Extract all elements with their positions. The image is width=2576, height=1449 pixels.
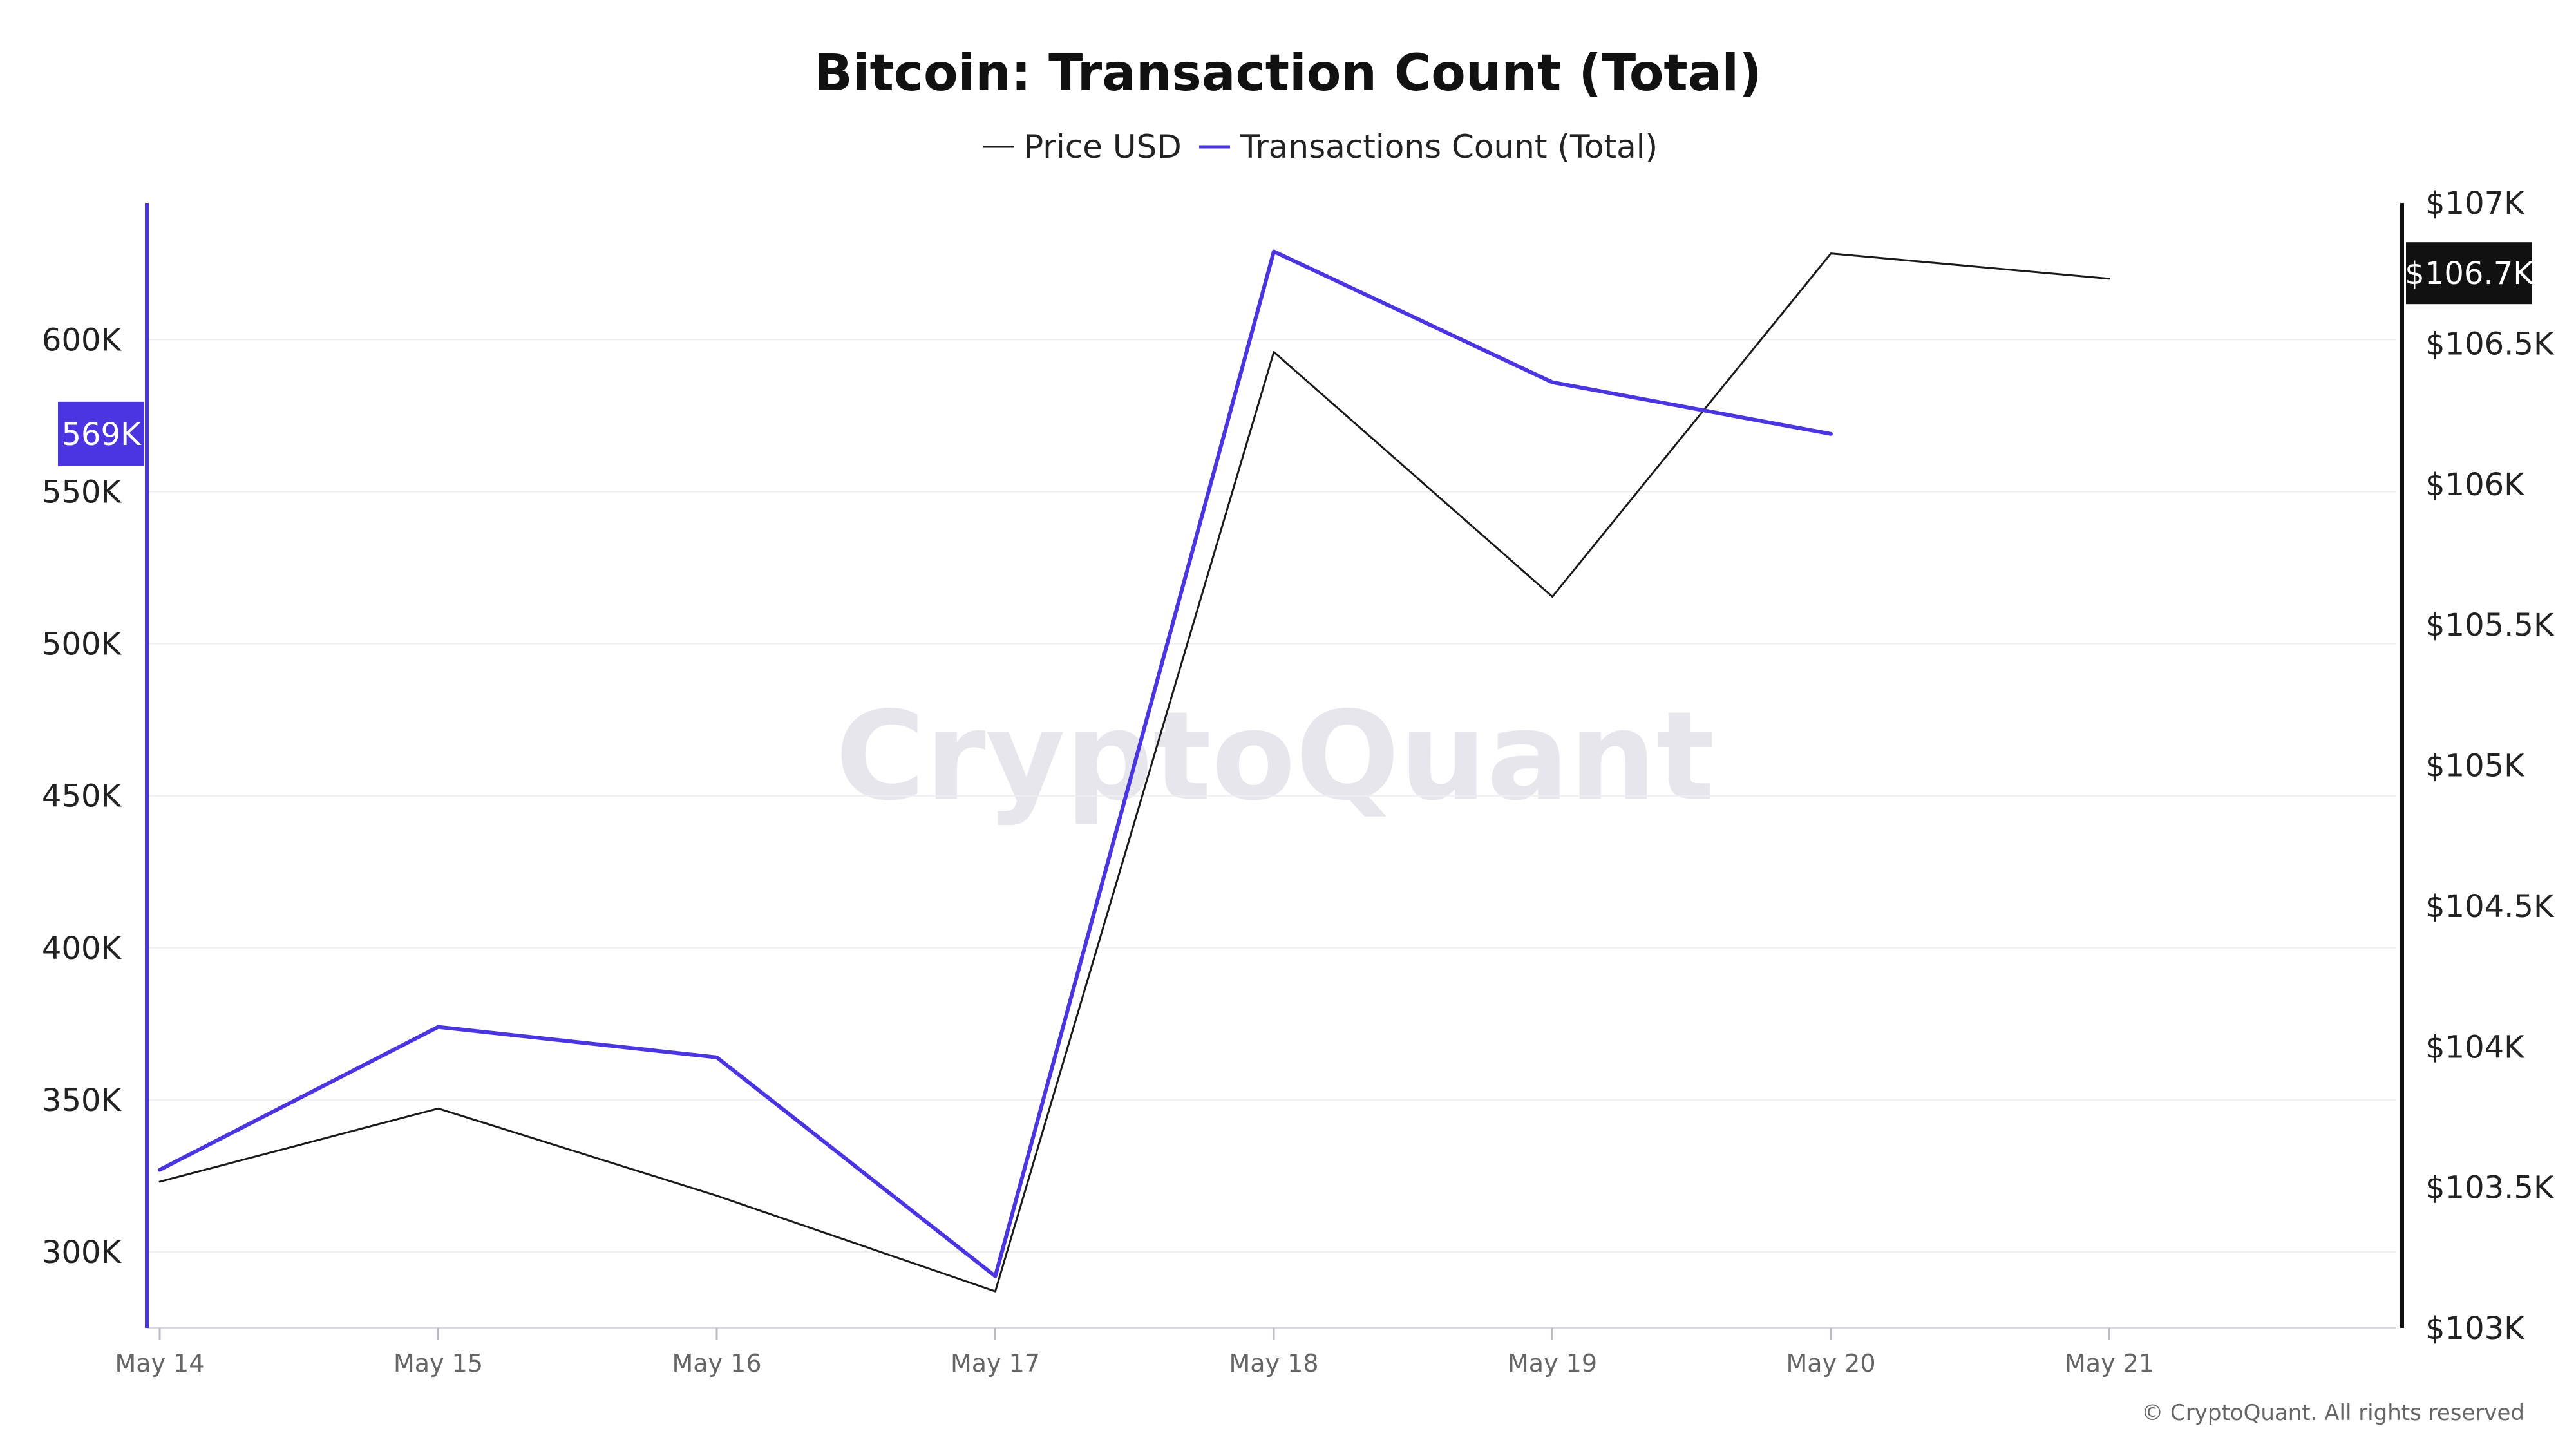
series-line-price bbox=[158, 252, 2110, 1293]
watermark: CryptoQuant bbox=[835, 685, 1714, 828]
last-value-badge-right bbox=[2406, 242, 2532, 305]
y-left-tick-label: 600K bbox=[42, 322, 122, 358]
last-value-badge-right-text: $106.7K bbox=[2405, 256, 2534, 292]
y-right-tick-label: $106K bbox=[2425, 467, 2525, 503]
x-tick-label: May 18 bbox=[1229, 1349, 1319, 1378]
y-right-tick-label: $104.5K bbox=[2425, 889, 2555, 925]
y-right-tick-label: $106.5K bbox=[2425, 326, 2555, 362]
y-left-tick-label: 550K bbox=[42, 475, 122, 511]
series-lines bbox=[158, 249, 2110, 1293]
y-left-tick-label: 400K bbox=[42, 931, 122, 967]
x-tick-label: May 16 bbox=[672, 1349, 762, 1378]
x-tick-label: May 19 bbox=[1508, 1349, 1597, 1378]
x-tick-label: May 20 bbox=[1786, 1349, 1876, 1378]
y-right-tick-label: $104K bbox=[2425, 1029, 2525, 1065]
y-left-tick-label: 500K bbox=[42, 627, 122, 663]
chart-title: Bitcoin: Transaction Count (Total) bbox=[814, 44, 1762, 102]
series-line-transactions bbox=[158, 249, 1833, 1278]
y-left-tick-label: 350K bbox=[42, 1083, 122, 1119]
legend: Price USD Transactions Count (Total) bbox=[983, 128, 1658, 166]
gridlines bbox=[147, 339, 2396, 1253]
y-right-tick-label: $103K bbox=[2425, 1311, 2525, 1347]
x-tick-label: May 17 bbox=[951, 1349, 1040, 1378]
last-value-badge-left bbox=[58, 401, 144, 466]
y-right-tick-label: $103.5K bbox=[2425, 1170, 2555, 1206]
legend-label: Price USD bbox=[1024, 128, 1182, 166]
legend-label: Transactions Count (Total) bbox=[1240, 128, 1658, 166]
last-value-badge-left-text: 569K bbox=[61, 417, 142, 453]
x-tick-label: May 14 bbox=[115, 1349, 205, 1378]
x-tick-label: May 21 bbox=[2065, 1349, 2154, 1378]
y-left-tick-label: 300K bbox=[42, 1235, 122, 1271]
axes: 300K 350K 400K 450K 500K 550K 600K $103K $103.5K… bbox=[42, 185, 2555, 1378]
x-tick-label: May 15 bbox=[393, 1349, 483, 1378]
y-right-tick-label: $105K bbox=[2425, 748, 2525, 784]
y-left-tick-label: 450K bbox=[42, 779, 122, 815]
copyright-credit: © CryptoQuant. All rights reserved bbox=[2141, 1400, 2524, 1426]
y-right-tick-label: $107K bbox=[2425, 185, 2525, 222]
y-right-tick-label: $105.5K bbox=[2425, 607, 2555, 643]
